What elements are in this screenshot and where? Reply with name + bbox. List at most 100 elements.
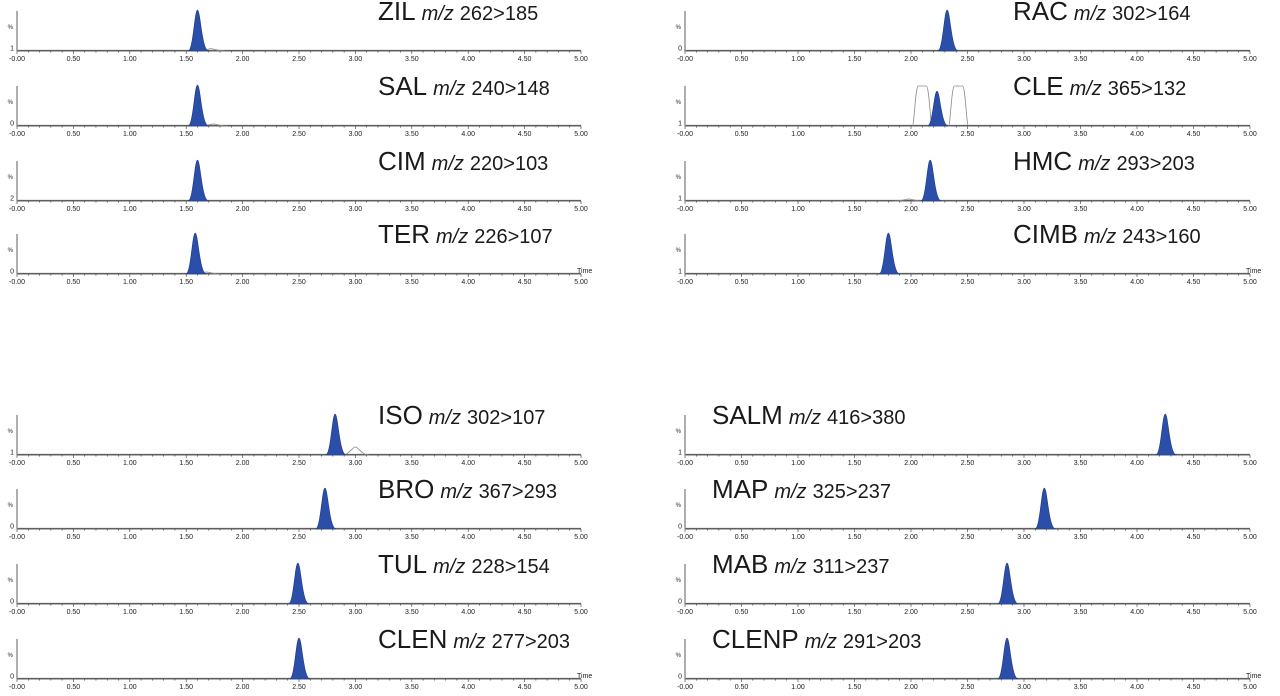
y-percent-label: %	[676, 100, 682, 106]
y-percent-label: %	[676, 578, 682, 584]
x-tick-label: 1.00	[123, 131, 137, 138]
x-tick-label: 2.00	[236, 534, 250, 541]
x-tick-label: 5.00	[1243, 460, 1257, 467]
x-tick-label: 4.50	[1187, 206, 1201, 213]
y-percent-label: %	[8, 503, 14, 509]
mz-label: m/z	[805, 631, 837, 653]
x-tick-label: 2.00	[904, 460, 918, 467]
compound-label: CLENP m/z 291>203	[712, 624, 921, 654]
compound-label: CIMB m/z 243>160	[1013, 219, 1201, 249]
x-tick-label: 2.00	[904, 206, 918, 213]
y-percent-label: %	[676, 429, 682, 435]
chromatogram-panel: -0.00 0.50 1.00 1.50 2.00 2.50 3.00 3.50 4.00 4.5…	[8, 71, 588, 138]
x-tick-label: 3.50	[1074, 609, 1088, 616]
x-tick-label: 1.50	[179, 131, 193, 138]
y-baseline-label: 1	[678, 121, 682, 128]
x-tick-label: 5.00	[574, 684, 588, 691]
mz-label: m/z	[453, 631, 485, 653]
x-tick-label: 2.50	[961, 534, 975, 541]
x-tick-label: 4.50	[1187, 279, 1201, 286]
x-tick-label: 4.00	[1130, 56, 1144, 63]
compound-name: RAC	[1013, 0, 1068, 26]
y-baseline-label: 0	[10, 269, 14, 276]
x-tick-label: 2.50	[961, 56, 975, 63]
x-tick-label: 4.00	[1130, 206, 1144, 213]
x-tick-label: 4.50	[518, 56, 532, 63]
x-tick-label: 1.00	[123, 206, 137, 213]
x-tick-label: 1.50	[848, 206, 862, 213]
mz-label: m/z	[1084, 226, 1116, 248]
x-tick-label: -0.00	[9, 609, 25, 616]
x-tick-label: 5.00	[574, 131, 588, 138]
x-tick-label: 1.00	[791, 206, 805, 213]
x-tick-label: 1.50	[179, 609, 193, 616]
x-tick-label: 0.50	[735, 279, 749, 286]
x-tick-label: 2.50	[961, 131, 975, 138]
x-tick-label: -0.00	[677, 56, 693, 63]
x-tick-label: 4.00	[461, 534, 475, 541]
x-tick-label: 5.00	[1243, 131, 1257, 138]
x-tick-label: 1.50	[848, 460, 862, 467]
analyte-peak	[937, 9, 959, 52]
analyte-peak	[1155, 413, 1177, 456]
mz-label: m/z	[774, 556, 806, 578]
x-tick-label: 1.50	[848, 534, 862, 541]
chromatogram-panel: -0.00 0.50 1.00 1.50 2.00 2.50 3.00 3.50 4.00 4.5…	[676, 0, 1257, 63]
compound-name: ISO	[378, 400, 423, 430]
x-tick-label: 3.00	[1017, 534, 1031, 541]
x-tick-label: 2.00	[236, 460, 250, 467]
x-tick-label: 1.00	[791, 609, 805, 616]
chromatogram-panel: -0.00 0.50 1.00 1.50 2.00 2.50 3.00 3.50 4.00 4.5…	[676, 146, 1257, 213]
x-tick-label: 2.00	[236, 279, 250, 286]
x-tick-label: 3.00	[349, 56, 363, 63]
x-tick-label: 4.50	[1187, 131, 1201, 138]
x-tick-label: 1.00	[123, 684, 137, 691]
x-tick-label: -0.00	[9, 56, 25, 63]
x-tick-label: 5.00	[574, 279, 588, 286]
y-percent-label: %	[8, 248, 14, 254]
x-tick-label: 3.00	[1017, 609, 1031, 616]
y-percent-label: %	[8, 175, 14, 181]
transition-label: 302>107	[467, 407, 545, 429]
transition-label: 293>203	[1116, 153, 1194, 175]
analyte-peak	[185, 232, 207, 275]
compound-name: MAP	[712, 474, 768, 504]
x-tick-label: 3.50	[1074, 460, 1088, 467]
x-tick-label: 2.50	[292, 684, 306, 691]
compound-label: CLE m/z 365>132	[1013, 71, 1186, 101]
y-percent-label: %	[8, 100, 14, 106]
compound-name: CIM	[378, 146, 426, 176]
y-baseline-label: 0	[10, 121, 14, 128]
x-tick-label: 2.00	[236, 684, 250, 691]
compound-name: BRO	[378, 474, 434, 504]
compound-name: CLENP	[712, 624, 799, 654]
x-tick-label: 3.50	[1074, 684, 1088, 691]
mz-label: m/z	[789, 407, 821, 429]
x-tick-label: 4.00	[461, 609, 475, 616]
analyte-peak	[1034, 487, 1056, 530]
x-tick-label: 1.00	[791, 56, 805, 63]
chromatogram-panel: -0.00 0.50 1.00 1.50 2.00 2.50 3.00 3.50 4.00 4.5…	[676, 71, 1257, 138]
chromatogram-panel: -0.00 0.50 1.00 1.50 2.00 2.50 3.00 3.50 4.00 4.5…	[676, 549, 1257, 616]
x-tick-label: 3.00	[1017, 684, 1031, 691]
x-tick-label: 4.00	[1130, 684, 1144, 691]
analyte-peak	[315, 487, 337, 530]
x-tick-label: 2.50	[292, 460, 306, 467]
y-baseline-label: 0	[10, 674, 14, 681]
x-tick-label: 4.00	[461, 56, 475, 63]
x-tick-label: -0.00	[677, 460, 693, 467]
x-tick-label: 3.00	[349, 460, 363, 467]
x-tick-label: 1.00	[791, 534, 805, 541]
x-tick-label: 4.50	[518, 206, 532, 213]
mz-label: m/z	[1074, 3, 1106, 25]
compound-label: TUL m/z 228>154	[378, 549, 550, 579]
x-tick-label: 2.00	[904, 131, 918, 138]
y-percent-label: %	[676, 248, 682, 254]
x-tick-label: 4.50	[1187, 56, 1201, 63]
x-tick-label: 3.50	[405, 206, 419, 213]
x-tick-label: 0.50	[67, 206, 81, 213]
compound-name: TUL	[378, 549, 427, 579]
y-baseline-label: 1	[10, 450, 14, 457]
x-tick-label: 2.00	[236, 609, 250, 616]
compound-name: SALM	[712, 400, 783, 430]
